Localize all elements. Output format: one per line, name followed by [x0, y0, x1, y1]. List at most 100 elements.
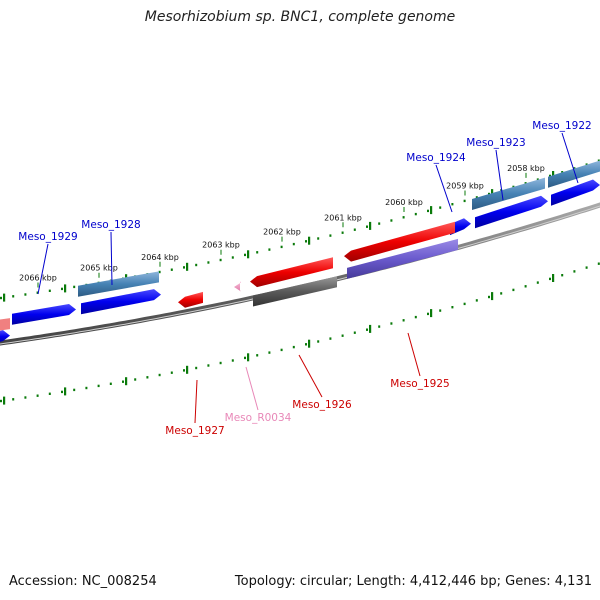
gene-feature-meso-1926-grey[interactable]: [253, 276, 337, 307]
gene-feature-meso-1927[interactable]: [178, 291, 203, 308]
scale-dot: [585, 163, 588, 166]
gene-leader-line: [561, 132, 579, 184]
gene-label[interactable]: Meso_1922: [532, 120, 591, 132]
gene-label[interactable]: Meso_R0034: [225, 412, 292, 424]
gene-leader-line: [37, 243, 49, 295]
scale-dot: [244, 356, 246, 360]
scale-dot: [48, 392, 51, 395]
scale-dot: [549, 174, 551, 178]
scale-dot: [414, 212, 417, 216]
gene-leader-line: [245, 366, 259, 411]
scale-major-tick: [247, 250, 250, 259]
scale-dot: [305, 240, 307, 243]
scale-major-tick: [125, 377, 128, 386]
gene-leader-line: [435, 164, 453, 213]
scale-dot: [109, 382, 112, 385]
gene-feature-meso-1925[interactable]: [344, 221, 455, 262]
scale-dot: [439, 309, 442, 312]
scale-major-tick: [491, 292, 494, 301]
gene-feature-meso-1929[interactable]: [12, 304, 76, 325]
gene-leader-line: [298, 354, 323, 398]
gene-feature-meso-1926[interactable]: [250, 257, 333, 288]
scale-dot: [427, 312, 429, 316]
tick-label: 2065 kbp: [80, 264, 118, 273]
scale-dot: [475, 299, 478, 302]
scale-dot: [463, 199, 466, 203]
scale-dot: [280, 245, 283, 249]
gene-label[interactable]: Meso_1926: [292, 399, 352, 411]
scale-dot: [573, 270, 576, 273]
gene-feature-meso-1928[interactable]: [81, 289, 161, 315]
scale-dot: [378, 222, 381, 225]
gene-label[interactable]: Meso_1927: [165, 425, 224, 437]
gene-feature-meso-r0034[interactable]: [234, 281, 241, 292]
scale-dot: [573, 167, 576, 170]
scale-dot: [353, 228, 356, 231]
scale-dot: [158, 373, 161, 377]
scale-dot: [402, 216, 405, 219]
scale-dot: [329, 234, 332, 237]
scale-dot: [390, 219, 393, 222]
scale-dot: [414, 315, 417, 319]
scale-major-tick: [3, 396, 6, 405]
gene-feature-meso-1928-steel[interactable]: [78, 271, 159, 297]
scale-dot: [183, 369, 185, 372]
gene-leader-line: [194, 379, 198, 424]
gene-label[interactable]: Meso_1929: [18, 231, 77, 243]
scale-dot: [561, 274, 564, 277]
gene-feature-meso-1922-steel[interactable]: [548, 160, 600, 188]
scale-major-tick: [552, 274, 555, 282]
accession-text: Accession: NC_008254: [9, 574, 157, 589]
scale-major-tick: [308, 339, 311, 348]
gene-label[interactable]: Meso_1925: [390, 378, 449, 390]
tick-label: 2063 kbp: [202, 241, 240, 250]
scale-dot: [341, 334, 344, 337]
tick-label: 2061 kbp: [324, 213, 362, 222]
gene-label[interactable]: Meso_1924: [406, 152, 466, 164]
scale-dot: [48, 289, 51, 292]
scale-dot: [439, 206, 442, 209]
gene-leader-line: [407, 332, 421, 377]
gene-feature-left-pink[interactable]: [0, 318, 10, 331]
gene-feature-meso-1923-steel[interactable]: [472, 177, 545, 210]
scale-major-tick: [552, 171, 555, 179]
gene-feature-left-blue[interactable]: [0, 330, 10, 343]
scale-dot: [597, 159, 600, 162]
scale-dot: [85, 386, 88, 390]
scale-dot: [390, 322, 393, 325]
scale-dot: [317, 340, 320, 343]
scale-dot: [244, 253, 246, 257]
gene-feature-meso-1925-purple[interactable]: [347, 238, 458, 279]
scale-dot: [475, 196, 478, 199]
tick-label: 2062 kbp: [263, 228, 301, 237]
scale-major-tick: [430, 206, 433, 215]
scale-dot: [12, 398, 15, 401]
gene-feature-meso-1923[interactable]: [475, 195, 548, 229]
scale-dot: [292, 242, 295, 246]
scale-dot: [61, 390, 63, 394]
scale-dot: [549, 277, 551, 281]
tick-label: 2066 kbp: [19, 274, 57, 283]
scale-major-tick: [64, 284, 67, 293]
gene-feature-meso-1924[interactable]: [450, 218, 471, 236]
scale-dot: [292, 345, 295, 349]
scale-dot: [219, 258, 222, 262]
scale-dot: [353, 331, 356, 334]
gene-label[interactable]: Meso_1928: [81, 219, 140, 231]
scale-dot: [488, 295, 490, 299]
scale-dot: [561, 171, 564, 174]
gene-label[interactable]: Meso_1923: [466, 137, 525, 149]
scale-major-tick: [3, 293, 6, 302]
scale-major-tick: [247, 353, 250, 362]
scale-dot: [536, 281, 539, 284]
scale-dot: [195, 263, 198, 267]
scale-dot: [305, 343, 307, 346]
scale-dot: [219, 361, 222, 365]
scale-dot: [329, 337, 332, 340]
scale-dot: [122, 380, 124, 383]
scale-dot: [488, 192, 490, 196]
scale-major-tick: [491, 189, 494, 198]
scale-major-tick: [308, 236, 311, 245]
scale-dot: [500, 292, 503, 295]
gene-feature-meso-1922[interactable]: [551, 179, 600, 206]
